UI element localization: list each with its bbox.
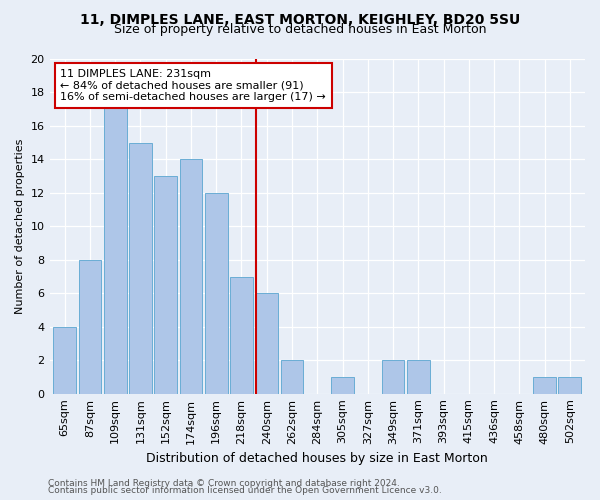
Y-axis label: Number of detached properties: Number of detached properties: [15, 138, 25, 314]
Bar: [281, 360, 304, 394]
Bar: [79, 260, 101, 394]
Bar: [179, 160, 202, 394]
Bar: [533, 377, 556, 394]
Text: Contains public sector information licensed under the Open Government Licence v3: Contains public sector information licen…: [48, 486, 442, 495]
Bar: [407, 360, 430, 394]
X-axis label: Distribution of detached houses by size in East Morton: Distribution of detached houses by size …: [146, 452, 488, 465]
Text: 11 DIMPLES LANE: 231sqm
← 84% of detached houses are smaller (91)
16% of semi-de: 11 DIMPLES LANE: 231sqm ← 84% of detache…: [60, 69, 326, 102]
Bar: [559, 377, 581, 394]
Text: Contains HM Land Registry data © Crown copyright and database right 2024.: Contains HM Land Registry data © Crown c…: [48, 478, 400, 488]
Bar: [104, 76, 127, 394]
Bar: [382, 360, 404, 394]
Bar: [256, 294, 278, 394]
Bar: [205, 193, 227, 394]
Bar: [53, 326, 76, 394]
Text: Size of property relative to detached houses in East Morton: Size of property relative to detached ho…: [114, 24, 486, 36]
Text: 11, DIMPLES LANE, EAST MORTON, KEIGHLEY, BD20 5SU: 11, DIMPLES LANE, EAST MORTON, KEIGHLEY,…: [80, 12, 520, 26]
Bar: [129, 142, 152, 394]
Bar: [331, 377, 354, 394]
Bar: [230, 276, 253, 394]
Bar: [154, 176, 177, 394]
